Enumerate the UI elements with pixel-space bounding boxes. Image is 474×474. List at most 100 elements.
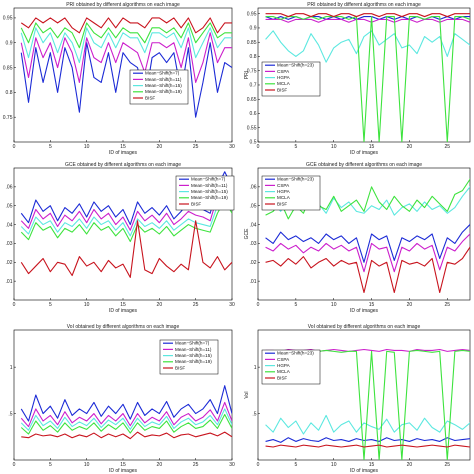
legend-label-1-4: BISF [277,87,287,92]
legend-box-3 [261,175,321,211]
legend-label-3-2: HGPA [277,189,291,194]
y-tick-label-3-5: .06 [250,185,257,191]
y-axis-label-5: VoI [244,391,250,398]
x-axis-label-5: ID of images [350,468,379,474]
x-tick-label-1-0: 0 [257,144,260,150]
y-tick-label-1-6: 0.8 [250,54,257,60]
legend-label-5-3: MCLA [277,369,291,374]
series-line-4-1 [20,401,232,428]
x-tick-label-1-1: 5 [294,144,297,150]
x-tick-label-1-4: 20 [407,144,413,150]
y-tick-label-1-3: 0.65 [247,97,257,103]
x-tick-label-4-3: 15 [120,462,126,468]
chart-title-1: PRI obtained by different algorithms on … [307,2,421,8]
chart-title-5: VoI obtained by different algorithms on … [308,324,421,330]
series-line-2-2 [20,190,232,237]
series-line-3-0 [265,223,470,263]
y-tick-label-1-5: 0.75 [247,68,257,74]
x-tick-label-4-5: 25 [193,462,199,468]
y-axis-label-3: GCE [244,228,250,240]
y-tick-label-4-1: 1 [10,365,13,371]
legend-label-2-1: Mean−Shift(h=11) [191,183,228,188]
x-tick-label-3-0: 0 [257,302,260,308]
y-tick-label-3-4: .05 [250,203,257,209]
series-line-3-3 [265,178,470,220]
y-tick-label-0-0: 0.75 [3,115,13,121]
series-line-3-1 [265,232,470,273]
y-tick-label-1-1: 0.55 [247,125,257,131]
y-tick-label-5-1: 1 [254,365,257,371]
legend-label-5-0: Mean−Shift(h=23) [277,351,314,356]
x-tick-label-0-1: 5 [49,144,52,150]
legend-label-4-1: Mean−Shift(h=11) [175,347,212,352]
plot-area-0 [13,7,233,143]
series-line-2-4 [20,220,232,278]
x-tick-label-5-5: 25 [445,462,451,468]
legend-label-0-2: Mean−Shift(h=15) [145,83,182,88]
legend-label-4-2: Mean−Shift(h=15) [175,353,212,358]
legend-label-1-0: Mean−Shift(h=23) [277,63,314,68]
x-tick-label-5-1: 5 [294,462,297,468]
x-tick-label-1-2: 10 [331,144,337,150]
x-tick-label-5-3: 15 [369,462,375,468]
y-tick-label-0-4: 0.95 [3,16,13,22]
x-tick-label-2-5: 25 [193,302,199,308]
series-line-4-0 [20,385,232,422]
legend-label-2-2: Mean−Shift(h=15) [191,189,228,194]
legend-label-5-4: BISF [277,375,287,380]
legend-label-0-0: Mean−Shift(h=7) [145,71,180,76]
legend-label-4-4: BISF [175,365,185,370]
y-tick-label-1-8: 0.9 [250,26,257,32]
y-tick-label-2-5: .06 [6,185,13,191]
series-line-1-3 [265,15,470,142]
y-tick-label-3-1: .02 [250,260,257,266]
x-tick-label-1-3: 15 [369,144,375,150]
y-tick-label-2-0: .01 [6,279,13,285]
chart-title-4: VoI obtained by different algorithms on … [67,324,180,330]
x-tick-label-2-0: 0 [13,302,16,308]
chart-title-0: PRI obtained by different algorithms on … [66,2,180,8]
x-tick-label-5-4: 20 [407,462,413,468]
y-tick-label-5-0: .5 [252,411,256,417]
legend-label-0-4: BISF [145,95,155,100]
x-axis-label-2: ID of images [109,308,138,314]
y-tick-label-2-1: .02 [6,260,13,266]
y-tick-label-0-2: 0.85 [3,65,13,71]
x-axis-label-4: ID of images [109,468,138,474]
series-line-4-3 [20,413,232,435]
x-tick-label-2-3: 15 [120,302,126,308]
y-tick-label-1-7: 0.85 [247,40,257,46]
series-line-0-2 [20,27,232,64]
legend-label-0-1: Mean−Shift(h=11) [145,77,182,82]
x-tick-label-4-6: 30 [229,462,235,468]
chart-title-2: GCE obtained by different algorithms on … [65,162,181,168]
y-tick-label-3-0: .01 [250,279,257,285]
legend-label-3-4: BISF [277,201,287,206]
x-tick-label-3-1: 5 [294,302,297,308]
x-tick-label-2-1: 5 [49,302,52,308]
x-tick-label-0-3: 15 [120,144,126,150]
legend-label-4-3: Mean−Shift(h=19) [175,359,212,364]
x-tick-label-0-4: 20 [157,144,163,150]
x-tick-label-3-5: 25 [445,302,451,308]
x-tick-label-1-5: 25 [445,144,451,150]
x-axis-label-3: ID of images [350,308,379,314]
x-tick-label-0-5: 25 [193,144,199,150]
legend-label-2-4: BISF [191,201,201,206]
legend-label-1-2: HGPA [277,75,291,80]
series-line-1-4 [265,13,470,18]
y-tick-label-1-0: 0.5 [250,140,257,146]
y-axis-label-1: PRI [244,71,250,79]
x-tick-label-0-2: 10 [84,144,90,150]
legend-label-1-1: CSPA [277,69,290,74]
y-tick-label-2-3: .04 [6,222,13,228]
y-tick-label-4-0: .5 [8,411,12,417]
legend-box-1 [261,61,321,97]
x-tick-label-2-6: 30 [229,302,235,308]
series-line-4-4 [21,431,232,440]
legend-label-1-3: MCLA [277,81,291,86]
series-line-2-1 [20,182,232,231]
x-axis-label-1: ID of images [350,150,379,156]
y-tick-label-1-9: 0.95 [247,11,257,17]
